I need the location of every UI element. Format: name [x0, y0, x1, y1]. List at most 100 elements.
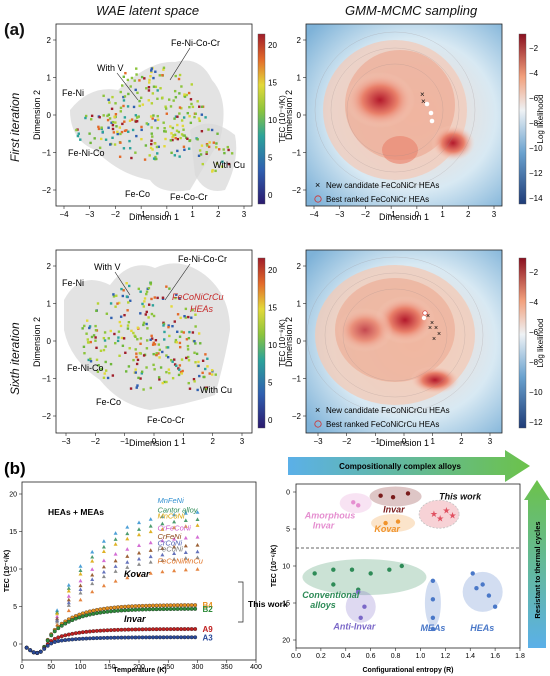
- latent-point: [128, 347, 131, 350]
- latent-point: [176, 123, 179, 127]
- sample-point: [147, 635, 152, 640]
- alloy-point: [55, 619, 60, 624]
- latent-point: [150, 139, 153, 142]
- alloy-point: [90, 577, 95, 582]
- sample-point: [56, 626, 61, 631]
- entropy-point: [430, 597, 436, 602]
- latent-point: [164, 137, 167, 141]
- latent-point: [171, 138, 174, 142]
- latent-point: [156, 118, 160, 121]
- sample-point: [87, 636, 92, 641]
- colorbar-tick-label: 15: [268, 79, 277, 88]
- latent-point: [113, 332, 116, 336]
- sample-point: [119, 635, 124, 640]
- sample-point: [94, 611, 99, 616]
- latent-point: [151, 304, 155, 307]
- alloy-point: [172, 512, 177, 517]
- latent-point: [134, 88, 137, 92]
- latent-point: [193, 380, 196, 383]
- alloy-point: [148, 540, 153, 545]
- alloy-point: [90, 567, 95, 571]
- latent-point: [177, 367, 180, 370]
- latent-point: [139, 312, 142, 315]
- y-tick-label: 0: [47, 337, 52, 346]
- label-fe-ni-co: Fe-Ni-Co: [67, 363, 104, 373]
- latent-point: [150, 297, 153, 301]
- sample-point: [56, 635, 61, 640]
- colorbar-tick-label: 10: [268, 116, 277, 125]
- alloy-point: [148, 554, 153, 559]
- latent-point: [156, 126, 159, 130]
- sample-point: [98, 607, 103, 612]
- latent-point: [204, 116, 207, 119]
- sample-point: [35, 651, 40, 655]
- entropy-point: [378, 493, 383, 498]
- col-header-gmm: GMM-MCMC sampling: [345, 3, 478, 18]
- alloy-point: [148, 524, 153, 528]
- sample-point: [119, 608, 124, 613]
- alloy-point: [137, 562, 141, 566]
- latent-point: [154, 142, 157, 145]
- latent-point: [94, 339, 97, 342]
- entropy-point: [470, 571, 475, 576]
- latent-point: [142, 323, 145, 327]
- y-tick-label: 20: [9, 492, 17, 499]
- latent-point: [150, 142, 153, 146]
- latent-point: [202, 375, 205, 379]
- latent-point: [169, 105, 173, 108]
- latent-point: [90, 114, 94, 118]
- colorbar-tick-label: 5: [268, 154, 273, 163]
- latent-point: [142, 305, 146, 308]
- sample-point: [151, 627, 155, 632]
- latent-point: [132, 331, 135, 335]
- sample-point: [31, 650, 36, 655]
- latent-point: [95, 358, 99, 362]
- y-tick-label: 15: [9, 529, 17, 536]
- x-tick-label: 250: [162, 664, 174, 671]
- latent-point: [127, 130, 130, 133]
- latent-point: [122, 75, 126, 78]
- latent-point: [107, 98, 110, 102]
- latent-point: [102, 376, 106, 380]
- latent-point: [189, 98, 193, 101]
- latent-point: [152, 85, 156, 88]
- group-name: Invar: [383, 505, 405, 515]
- latent-point: [140, 370, 144, 373]
- latent-point: [143, 158, 147, 161]
- latent-point: [194, 325, 197, 328]
- latent-point: [171, 360, 174, 363]
- latent-point: [176, 149, 179, 153]
- sample-point: [115, 627, 120, 632]
- latent-point: [144, 144, 148, 147]
- latent-point: [163, 130, 166, 133]
- latent-point: [167, 98, 171, 101]
- label-fe-co: Fe-Co: [125, 189, 150, 199]
- colorbar-tick-label: 5: [268, 379, 273, 388]
- colorbar: [257, 33, 266, 205]
- star-marker: ★: [442, 506, 450, 516]
- latent-point: [230, 152, 234, 155]
- latent-point: [198, 105, 201, 108]
- sample-point: [52, 639, 57, 644]
- sample-point: [175, 603, 180, 608]
- latent-point: [216, 132, 219, 135]
- alloy-point: [148, 560, 153, 564]
- sample-point: [126, 604, 131, 609]
- latent-point: [173, 117, 176, 120]
- sample-point: [115, 608, 120, 613]
- latent-point: [166, 355, 170, 359]
- latent-point: [179, 371, 183, 374]
- latent-point: [194, 361, 197, 364]
- latent-point: [200, 105, 204, 108]
- latent-point: [116, 302, 119, 305]
- latent-point: [167, 325, 170, 329]
- latent-point: [110, 107, 114, 111]
- latent-point: [177, 77, 181, 81]
- alloy-point: [55, 614, 60, 619]
- entropy-group: [339, 493, 372, 514]
- group-name: MEAs: [420, 623, 445, 633]
- alloy-point: [137, 543, 141, 548]
- latent-point: [151, 148, 154, 151]
- latent-point: [149, 146, 153, 150]
- sample-point: [154, 603, 159, 608]
